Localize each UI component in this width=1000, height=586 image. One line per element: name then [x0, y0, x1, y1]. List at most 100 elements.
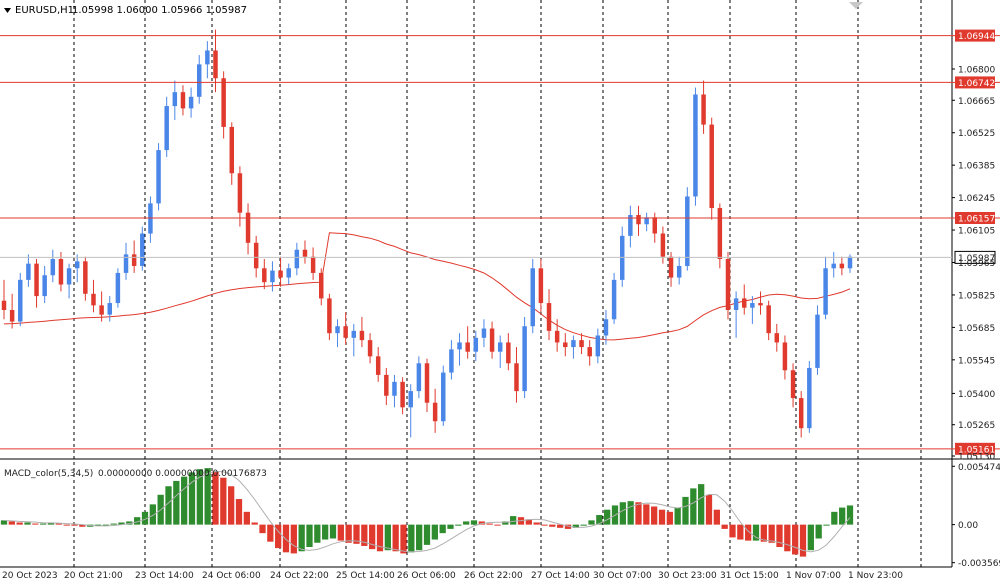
- macd-bar: [510, 516, 517, 525]
- bull-candle: [50, 259, 56, 276]
- macd-bar: [831, 511, 838, 525]
- bear-candle: [725, 259, 731, 310]
- macd-bar: [752, 524, 760, 541]
- macd-bar: [282, 524, 290, 553]
- bear-candle: [782, 342, 788, 371]
- bear-candle: [839, 263, 845, 269]
- bull-candle: [115, 272, 121, 304]
- level-layer: [0, 35, 1000, 450]
- macd-bar: [549, 524, 556, 527]
- bull-candle: [676, 265, 682, 278]
- macd-bar: [228, 486, 235, 525]
- bull-candle: [595, 335, 601, 357]
- bear-candle: [579, 340, 584, 348]
- chart-menu-triangle-icon[interactable]: [849, 2, 863, 9]
- bull-candle: [270, 270, 275, 283]
- macd-bar: [40, 523, 47, 525]
- macd-bar: [220, 477, 227, 525]
- bull-candle: [807, 367, 812, 429]
- bear-candle: [587, 347, 592, 357]
- macd-bar: [126, 521, 133, 525]
- macd-bar: [533, 522, 540, 525]
- bull-candle: [497, 342, 503, 352]
- bear-candle: [742, 298, 747, 308]
- macd-bar: [290, 524, 297, 554]
- x-tick-label: 24 Oct 22:00: [270, 571, 329, 581]
- bear-candle: [538, 268, 544, 304]
- macd-bar: [470, 520, 478, 525]
- bull-candle: [693, 94, 698, 197]
- triangle-down-icon[interactable]: [4, 8, 11, 13]
- x-tick-label: 30 Oct 07:00: [593, 571, 652, 581]
- current-price-tag: [954, 250, 996, 264]
- bear-candle: [432, 402, 438, 422]
- macd-bar: [658, 509, 666, 525]
- macd-y-tick-label: -0.0035690: [958, 559, 1000, 569]
- macd-y-tick-label: 0.00: [958, 521, 978, 531]
- y-tick-label: 1.05400: [958, 390, 995, 400]
- bull-candle: [815, 314, 820, 368]
- macd-bar: [110, 523, 117, 525]
- bear-candle: [554, 330, 560, 343]
- symbol-label: EURUSD,H1: [15, 5, 74, 16]
- bear-candle: [221, 78, 226, 127]
- level-price-tag: [955, 29, 995, 42]
- macd-bar: [314, 524, 321, 543]
- macd-bar: [643, 504, 650, 525]
- level-price-tag: [955, 442, 995, 455]
- bull-candle: [823, 268, 828, 315]
- macd-bar: [275, 524, 282, 549]
- bull-candle: [156, 150, 161, 204]
- bull-candle: [42, 275, 47, 297]
- bear-candle: [766, 305, 771, 334]
- macd-bar: [502, 521, 509, 525]
- macd-bar: [118, 522, 125, 525]
- macd-bar: [776, 524, 783, 548]
- macd-bar: [329, 524, 337, 539]
- bear-candle: [367, 340, 373, 357]
- macd-bar: [400, 524, 407, 554]
- macd-bar: [408, 524, 415, 553]
- macd-bar: [8, 521, 15, 525]
- bear-candle: [91, 293, 96, 306]
- x-tick-label: 27 Oct 14:00: [531, 571, 590, 581]
- moving-average-layer: [3, 232, 851, 341]
- level-price-tag: [955, 211, 995, 224]
- macd-bar: [376, 524, 384, 552]
- bull-candle: [140, 233, 145, 266]
- macd-bar: [846, 505, 854, 525]
- macd-bar: [557, 524, 564, 528]
- bull-candle: [441, 372, 446, 422]
- macd-bar: [416, 524, 423, 551]
- bull-candle: [408, 391, 413, 408]
- bear-candle: [99, 305, 104, 315]
- macd-bar: [0, 520, 8, 525]
- x-tick-label: 23 Oct 14:00: [135, 571, 194, 581]
- macd-bar: [173, 480, 180, 525]
- macd-bar: [690, 488, 697, 525]
- moving-average-line: [3, 232, 851, 341]
- y-tick-label: 1.05130: [958, 453, 995, 463]
- macd-bar: [196, 469, 203, 525]
- bear-candle: [180, 92, 186, 109]
- macd-bar: [235, 499, 243, 525]
- bull-candle: [750, 303, 755, 308]
- macd-bar: [447, 524, 454, 529]
- bear-candle: [652, 217, 658, 234]
- bull-candle: [733, 298, 739, 310]
- x-tick-label: 31 Oct 15:00: [720, 571, 779, 581]
- bear-candle: [83, 261, 88, 294]
- level-price-label: 1.06742: [958, 79, 995, 89]
- bear-candle: [375, 356, 381, 375]
- bear-candle: [563, 342, 568, 348]
- macd-bar: [792, 524, 799, 555]
- bull-candle: [685, 196, 690, 266]
- macd-bar: [588, 520, 595, 525]
- bear-candle: [717, 208, 723, 260]
- macd-bar: [721, 524, 728, 529]
- macd-bar: [525, 519, 532, 525]
- bear-candle: [359, 330, 365, 341]
- macd-bar: [361, 524, 368, 546]
- y-tick-label: 1.05825: [958, 291, 995, 301]
